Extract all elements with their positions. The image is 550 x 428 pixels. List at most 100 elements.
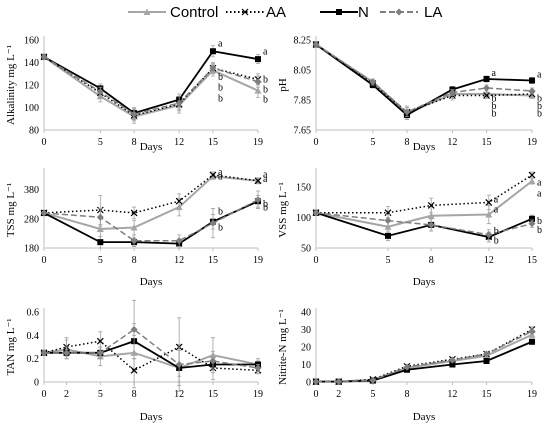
x-axis-title-vss: Days xyxy=(413,276,436,288)
data-point-la xyxy=(384,217,392,225)
significance-label: a xyxy=(537,188,542,199)
data-point-n xyxy=(97,239,104,246)
y-axis-title-alkalinity: Alkalinity mg L⁻¹ xyxy=(5,45,17,125)
significance-label: b xyxy=(492,109,497,120)
data-point-la xyxy=(312,209,320,217)
y-tick-label-tan: 0 xyxy=(34,378,39,389)
significance-label: b xyxy=(218,223,223,234)
x-tick-label-alkalinity: 5 xyxy=(98,137,103,148)
data-point-control xyxy=(130,224,138,231)
y-tick-label-nitrite: 20 xyxy=(301,343,311,354)
data-point-la xyxy=(96,349,104,357)
series-control-nitrite xyxy=(312,331,536,385)
x-tick-label-alkalinity: 15 xyxy=(208,137,218,148)
data-point-la xyxy=(528,87,536,95)
data-point-aa xyxy=(96,337,104,345)
panel-alkalinity: 0 5 8 12 15 19 80 100 120 140 160 Days Alkalinity mg… xyxy=(5,36,268,154)
series-line-aa xyxy=(43,174,259,214)
x-tick-label-tss: 19 xyxy=(253,255,263,266)
x-tick-label-nitrite: 12 xyxy=(447,389,457,400)
series-line-control xyxy=(315,180,533,228)
data-point-la xyxy=(254,196,262,204)
x-tick-label-alkalinity: 8 xyxy=(132,137,137,148)
legend-label-la: LA xyxy=(424,4,442,21)
y-tick-label-alkalinity: 120 xyxy=(24,81,39,92)
x-tick-label-vss: 5 xyxy=(386,255,391,266)
series-line-la xyxy=(43,56,259,116)
significance-label: a xyxy=(218,167,223,178)
y-tick-label-vss: 100 xyxy=(296,213,311,224)
x-tick-label-ph: 15 xyxy=(482,137,492,148)
data-point-la xyxy=(312,378,320,386)
x-tick-label-tan: 12 xyxy=(174,389,184,400)
series-la-vss xyxy=(312,209,536,240)
series-line-control xyxy=(43,175,259,231)
significance-label: b xyxy=(263,199,268,210)
legend-marker-la xyxy=(395,8,403,16)
series-aa-nitrite xyxy=(312,326,536,386)
data-point-la xyxy=(130,237,138,245)
series-control-tss xyxy=(40,172,262,242)
x-tick-label-tan: 5 xyxy=(98,389,103,400)
series-la-nitrite xyxy=(312,327,536,386)
series-line-la xyxy=(316,330,533,383)
data-point-n xyxy=(255,56,261,63)
y-axis-title-tss: TSS mg L⁻¹ xyxy=(5,183,17,237)
data-point-la xyxy=(175,361,183,368)
x-tick-label-nitrite: 8 xyxy=(404,389,409,400)
data-point-aa xyxy=(485,198,493,206)
data-point-n xyxy=(529,77,535,84)
series-line-n xyxy=(315,43,533,117)
legend-item-la: LA xyxy=(380,4,442,21)
series-aa-tss xyxy=(40,171,262,226)
x-tick-label-vss: 15 xyxy=(527,255,537,266)
data-point-aa xyxy=(130,366,138,374)
series-line-la xyxy=(315,43,533,113)
significance-label: a xyxy=(218,171,223,182)
data-point-aa xyxy=(130,209,138,217)
series-n-tan xyxy=(41,323,261,386)
series-line-control xyxy=(43,56,259,118)
significance-label: b xyxy=(537,101,542,112)
y-tick-label-vss: 50 xyxy=(301,244,311,255)
data-point-la xyxy=(528,327,536,335)
series-line-la xyxy=(315,211,533,236)
data-point-n xyxy=(209,48,216,55)
data-point-aa xyxy=(427,202,435,209)
data-point-la xyxy=(483,84,491,92)
data-point-la xyxy=(209,219,217,227)
data-point-control xyxy=(485,211,493,218)
legend-item-aa: AA xyxy=(226,4,286,21)
series-n-alkalinity xyxy=(41,45,261,120)
series-la-tan xyxy=(40,299,262,383)
x-tick-label-tan: 0 xyxy=(42,389,47,400)
y-tick-label-tan: 0.2 xyxy=(27,354,40,365)
significance-label: b xyxy=(537,225,542,236)
significance-label: a xyxy=(263,46,268,57)
series-aa-vss xyxy=(312,171,536,220)
data-point-la xyxy=(96,213,104,221)
data-point-control xyxy=(96,225,104,232)
legend-label-aa: AA xyxy=(266,4,286,21)
x-tick-label-tss: 8 xyxy=(132,255,137,266)
x-tick-label-tss: 12 xyxy=(174,255,184,266)
data-point-la xyxy=(63,349,71,357)
data-point-control xyxy=(427,212,435,219)
x-tick-label-ph: 12 xyxy=(447,137,457,148)
y-tick-label-alkalinity: 100 xyxy=(24,103,39,114)
series-n-ph xyxy=(313,41,535,120)
series-line-aa xyxy=(316,174,533,214)
series-line-la xyxy=(43,199,259,242)
x-tick-label-tan: 2 xyxy=(64,389,69,400)
y-tick-label-vss: 150 xyxy=(296,183,311,194)
series-line-control xyxy=(316,333,533,383)
y-tick-label-ph: 7.85 xyxy=(294,96,312,107)
y-tick-label-tan: 0.6 xyxy=(27,308,40,319)
legend-marker-n xyxy=(336,9,342,15)
data-point-la xyxy=(209,64,217,72)
series-aa-alkalinity xyxy=(40,53,262,122)
x-tick-label-alkalinity: 19 xyxy=(253,137,263,148)
x-tick-label-nitrite: 19 xyxy=(527,389,537,400)
